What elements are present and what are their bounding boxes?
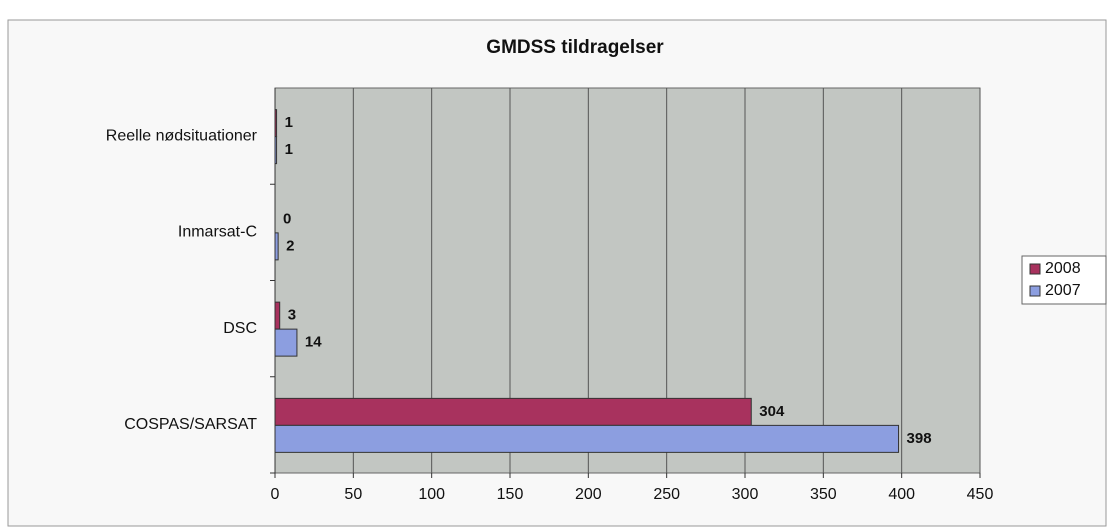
x-tick-label: 300	[732, 486, 759, 503]
data-label: 1	[285, 114, 293, 131]
y-tick-label: DSC	[223, 320, 257, 337]
legend-swatch	[1029, 285, 1041, 297]
data-label: 2	[286, 237, 294, 254]
x-tick-label: 350	[810, 486, 837, 503]
y-tick-label: Reelle nødsituationer	[106, 127, 258, 144]
x-tick-label: 450	[967, 486, 994, 503]
data-label: 0	[283, 210, 291, 227]
x-tick-label: 150	[497, 486, 524, 503]
y-tick-label: COSPAS/SARSAT	[124, 416, 257, 433]
y-tick-label: Inmarsat-C	[178, 224, 257, 241]
legend-label: 2008	[1045, 260, 1081, 277]
x-tick-label: 0	[271, 486, 280, 503]
legend-label: 2007	[1045, 282, 1081, 299]
x-tick-label: 400	[888, 486, 915, 503]
data-label: 304	[759, 403, 785, 420]
chart-title: GMDSS tildragelser	[486, 37, 664, 58]
bar	[274, 328, 298, 357]
x-tick-label: 200	[575, 486, 602, 503]
bar	[274, 424, 900, 453]
data-label: 1	[285, 141, 293, 158]
data-label: 14	[305, 334, 322, 351]
data-label: 3	[288, 307, 296, 324]
bar	[274, 301, 281, 330]
x-tick-label: 250	[653, 486, 680, 503]
legend-swatch	[1029, 263, 1041, 275]
x-tick-label: 50	[344, 486, 362, 503]
data-label: 398	[907, 430, 932, 447]
bar	[274, 397, 752, 426]
x-tick-label: 100	[418, 486, 445, 503]
